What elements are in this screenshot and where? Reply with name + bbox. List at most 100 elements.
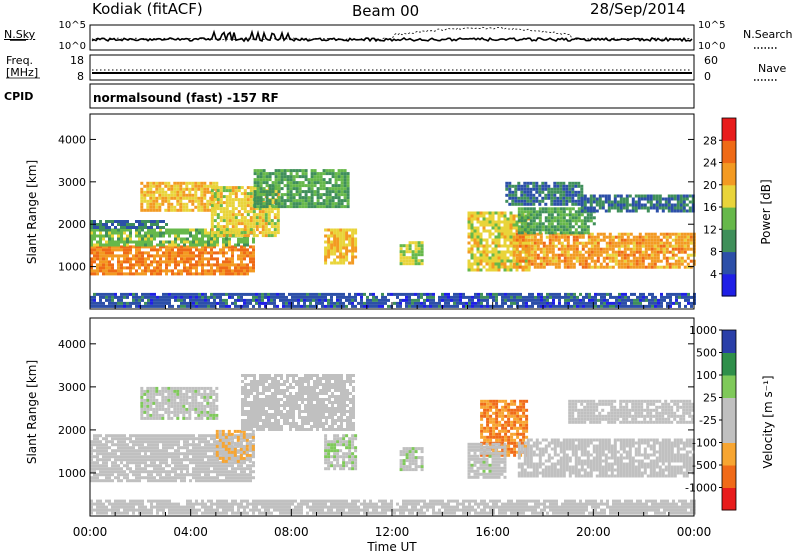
power-colorbar-tick-label: 4 (710, 268, 717, 281)
power-cell (246, 304, 249, 308)
power-cell (298, 187, 302, 191)
power-cell (556, 184, 560, 188)
vel-cell (198, 461, 201, 465)
power-cell (582, 304, 585, 308)
power-cell (679, 203, 683, 207)
power-cell (96, 245, 99, 249)
power-cell (324, 295, 327, 299)
vel-cell (144, 464, 147, 468)
power-cell (354, 295, 357, 299)
power-cell (342, 246, 346, 250)
power-cell (539, 235, 543, 239)
power-cell (547, 231, 551, 235)
power-cell (286, 190, 290, 194)
power-cell (506, 217, 510, 221)
power-cell (96, 251, 99, 255)
power-cell (108, 260, 111, 264)
power-cell (180, 251, 183, 255)
power-cell (500, 232, 504, 236)
vel-cell (132, 473, 135, 477)
power-cell (123, 231, 126, 235)
power-cell (143, 208, 147, 212)
power-cell (158, 193, 162, 197)
power-cell (653, 238, 657, 242)
power-cell (497, 256, 501, 260)
power-cell (271, 190, 275, 194)
power-cell (512, 256, 516, 260)
power-cell (568, 196, 572, 200)
vel-cell (198, 476, 201, 480)
power-cell (675, 298, 678, 302)
power-cell (470, 220, 474, 224)
power-cell (258, 213, 262, 217)
power-cell (93, 234, 96, 238)
power-cell (473, 253, 477, 257)
power-cell (186, 266, 189, 270)
vel-cell (174, 458, 177, 462)
vel-cell (159, 434, 162, 438)
power-cell (477, 292, 480, 296)
power-cell (340, 202, 344, 206)
power-cell (126, 237, 129, 241)
power-cell (343, 205, 347, 209)
power-cell (312, 298, 315, 302)
power-cell (568, 184, 572, 188)
power-cell (677, 232, 681, 236)
power-cell (180, 257, 183, 261)
power-cell (643, 206, 647, 210)
power-cell (249, 301, 252, 305)
power-cell (159, 220, 162, 223)
power-cell (623, 244, 627, 248)
power-cell (105, 292, 108, 296)
power-cell (149, 196, 153, 200)
power-cell (252, 254, 255, 258)
power-cell (497, 229, 501, 233)
power-cell (102, 260, 105, 264)
power-cell (252, 248, 255, 252)
vel-cell (210, 476, 213, 480)
power-cell (399, 256, 403, 260)
power-cell (619, 194, 623, 198)
power-cell (180, 248, 183, 252)
power-cell (231, 251, 234, 255)
power-cell (578, 241, 582, 245)
power-cell (536, 265, 540, 269)
vel-cell (111, 440, 114, 444)
power-cell (240, 260, 243, 264)
power-cell (559, 202, 563, 206)
power-cell (623, 253, 627, 257)
power-cell (108, 226, 111, 229)
power-cell (642, 298, 645, 302)
power-cell (518, 259, 522, 263)
power-cell (680, 262, 684, 266)
power-cell (197, 208, 201, 212)
power-cell (219, 292, 222, 296)
vel-cell (171, 455, 174, 459)
power-cell (577, 184, 581, 188)
vel-cell (141, 446, 144, 450)
vel-cell (237, 479, 240, 483)
power-cell (602, 250, 606, 254)
vel-cell (216, 467, 219, 471)
power-cell (411, 256, 415, 260)
vel-cell (216, 476, 219, 480)
power-cell (189, 240, 192, 244)
vel-cell (246, 479, 249, 483)
vel-cell (210, 455, 213, 459)
power-cell (512, 250, 516, 254)
power-cell (497, 241, 501, 245)
power-cell (304, 184, 308, 188)
power-cell (259, 202, 263, 206)
power-cell (476, 235, 480, 239)
power-cell (240, 192, 244, 196)
power-cell (426, 298, 429, 302)
power-cell (146, 199, 150, 203)
power-cell (683, 244, 687, 248)
power-cell (170, 202, 174, 206)
vel-cell (252, 461, 255, 465)
power-cell (511, 202, 515, 206)
vel-cell (159, 476, 162, 480)
power-cell (575, 250, 579, 254)
power-cell (635, 244, 639, 248)
power-cell (186, 292, 189, 296)
